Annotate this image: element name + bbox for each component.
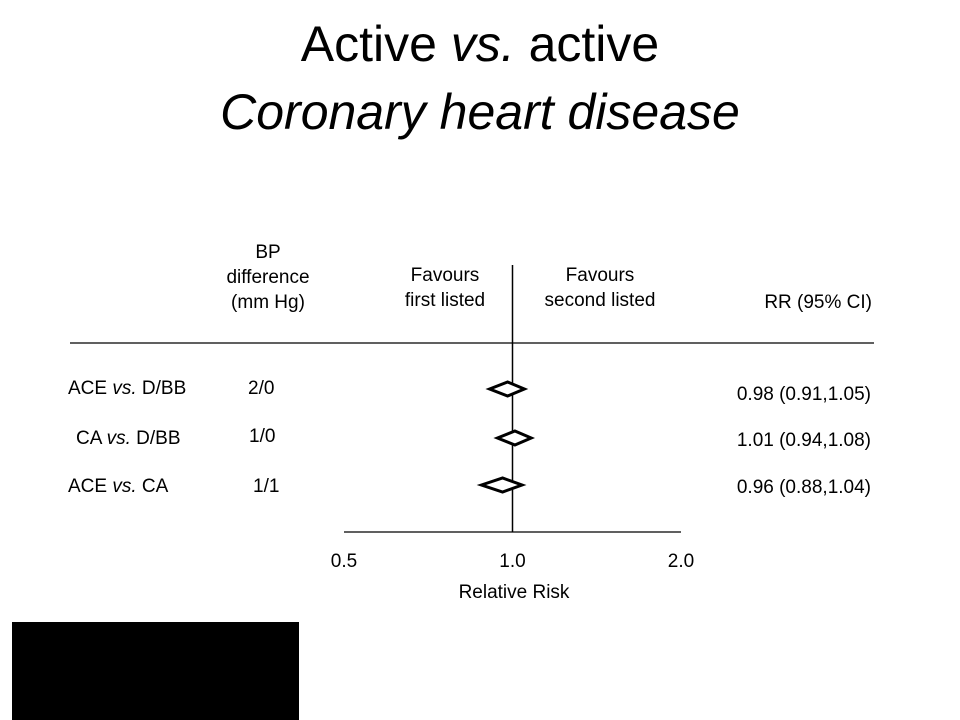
rr-ci-value: 0.98 (0.91,1.05) — [736, 384, 871, 405]
x-tick-label: 2.0 — [667, 551, 695, 572]
favours-second-line: Favours — [565, 265, 635, 286]
favours-first-header: Favours first listed — [380, 263, 510, 313]
ci-diamond — [493, 429, 536, 447]
favours-first-line: Favours — [410, 265, 480, 286]
favours-second-header: Favours second listed — [520, 263, 680, 313]
title-part-c: active — [514, 16, 660, 72]
bp-difference-value: 2/0 — [248, 378, 275, 399]
x-tick-label: 1.0 — [499, 551, 526, 572]
favours-first-line: first listed — [404, 290, 486, 311]
title-part-a: Active — [300, 16, 451, 72]
row-label-b: D/BB — [136, 378, 187, 399]
row-label-vs: vs. — [112, 378, 137, 399]
row-label-a: ACE — [68, 378, 113, 399]
bp-header-line: BP — [255, 242, 281, 263]
row-label-a: CA — [76, 428, 107, 449]
row-label-a: ACE — [68, 476, 113, 497]
row-label-b: D/BB — [130, 428, 181, 449]
chart-title-line1: Active vs. active — [0, 14, 960, 74]
bp-header-line: difference — [226, 267, 310, 288]
title-part-vs: vs. — [450, 16, 515, 72]
rr-ci-header: RR (95% CI) — [764, 292, 872, 313]
bp-difference-value: 1/0 — [249, 426, 276, 447]
rr-ci-value: 0.96 (0.88,1.04) — [736, 477, 871, 498]
black-rectangle — [12, 622, 299, 720]
row-label: ACE vs. CA — [68, 476, 168, 498]
ci-diamond — [485, 380, 529, 398]
ci-diamond — [476, 476, 527, 494]
row-label-vs: vs. — [106, 428, 131, 449]
bp-header-line: (mm Hg) — [231, 292, 305, 313]
x-tick-label: 0.5 — [330, 551, 358, 572]
x-axis-label: Relative Risk — [458, 582, 570, 603]
row-label-b: CA — [136, 476, 169, 497]
favours-second-line: second listed — [544, 290, 656, 311]
chart-title-line2: Coronary heart disease — [220, 84, 740, 140]
diamonds-group — [476, 380, 536, 494]
bp-difference-value: 1/1 — [253, 476, 280, 497]
bp-difference-header: BP difference (mm Hg) — [198, 240, 338, 315]
row-label-vs: vs. — [112, 476, 137, 497]
row-label: CA vs. D/BB — [76, 428, 181, 450]
row-label: ACE vs. D/BB — [68, 378, 186, 400]
rr-ci-value: 1.01 (0.94,1.08) — [736, 430, 871, 451]
